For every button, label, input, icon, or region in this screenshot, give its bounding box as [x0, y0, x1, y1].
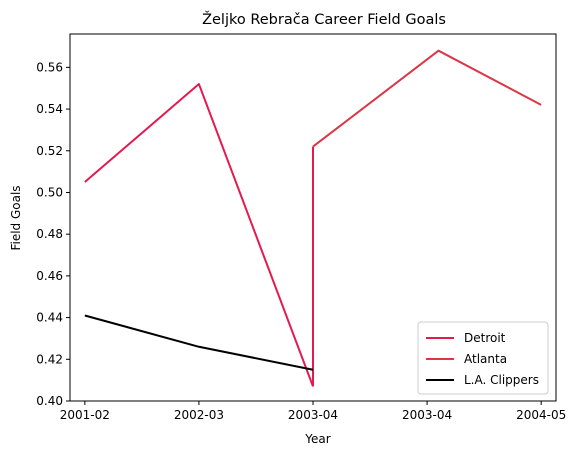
legend-label-l-a-clippers: L.A. Clippers [464, 373, 539, 387]
y-axis: 0.40 0.42 0.44 0.46 0.48 0.50 0.52 0.54 0.56 [36, 60, 70, 408]
legend-label-atlanta: Atlanta [464, 352, 507, 366]
x-tick-label: 2002-03 [174, 408, 224, 422]
legend-label-detroit: Detroit [464, 331, 506, 345]
y-tick-label: 0.42 [36, 352, 63, 366]
series-line-l-a-clippers [84, 314, 314, 371]
x-tick-label: 2003-04 [402, 408, 452, 422]
y-tick-label: 0.50 [36, 185, 63, 199]
series-line-atlanta [312, 49, 542, 148]
legend: Detroit Atlanta L.A. Clippers [417, 321, 549, 395]
chart-title: Željko Rebrača Career Field Goals [202, 10, 446, 28]
x-axis: 2001-022002-032003-042003-042004-052005-… [60, 401, 566, 422]
y-tick-label: 0.52 [36, 144, 63, 158]
x-tick-label: 2004-05 [516, 408, 566, 422]
x-axis-label: Year [304, 432, 330, 446]
y-tick-label: 0.56 [36, 60, 63, 74]
x-tick-label: 2003-04 [288, 408, 338, 422]
legend-box [417, 321, 549, 395]
y-tick-label: 0.54 [36, 102, 63, 116]
y-tick-label: 0.44 [36, 311, 63, 325]
series-line-detroit [84, 83, 314, 387]
y-tick-label: 0.46 [36, 269, 63, 283]
y-tick-label: 0.40 [36, 394, 63, 408]
plot-lines [84, 49, 542, 387]
x-tick-label: 2001-02 [60, 408, 110, 422]
y-axis-label: Field Goals [9, 185, 23, 250]
y-tick-label: 0.48 [36, 227, 63, 241]
